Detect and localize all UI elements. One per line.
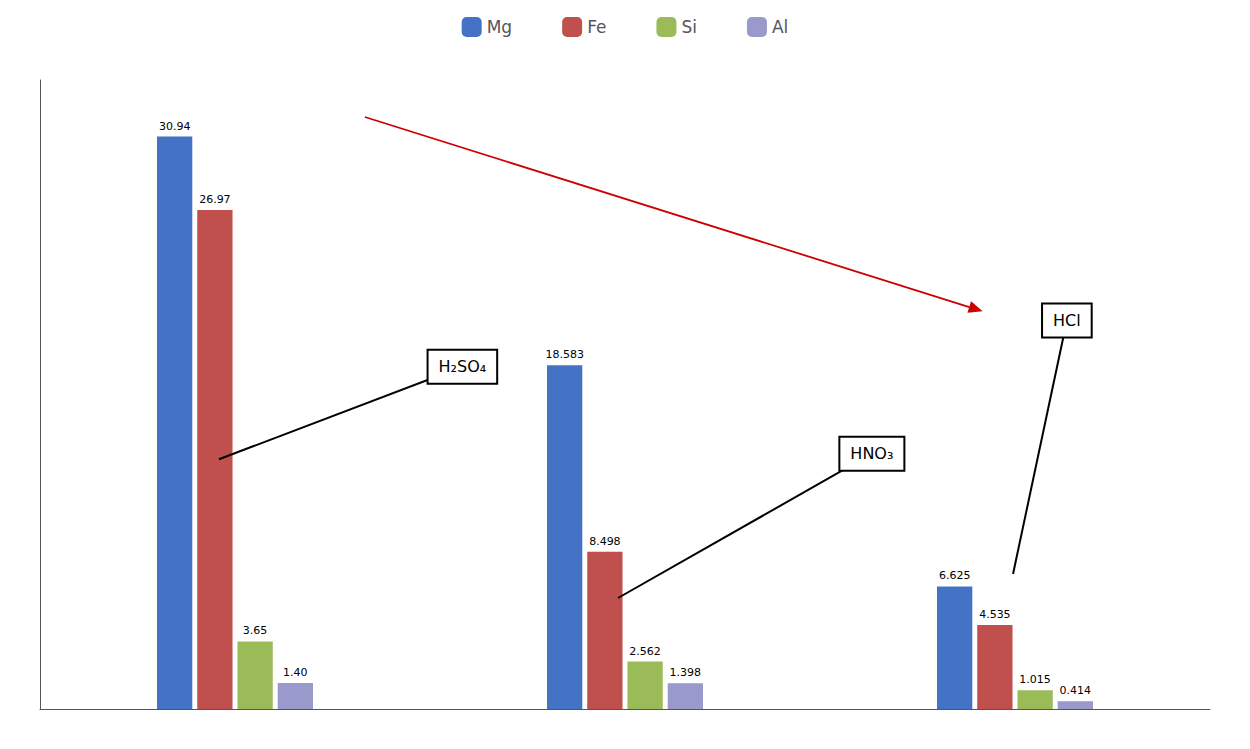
svg-text:Mg: Mg [487, 17, 512, 37]
svg-text:HCl: HCl [1053, 311, 1081, 330]
svg-text:1.015: 1.015 [1019, 673, 1051, 686]
svg-text:8.498: 8.498 [589, 535, 621, 548]
svg-text:HNO₃: HNO₃ [850, 444, 893, 463]
svg-text:1.40: 1.40 [283, 666, 308, 679]
svg-text:H₂SO₄: H₂SO₄ [439, 357, 487, 376]
svg-text:0.414: 0.414 [1060, 684, 1092, 697]
svg-text:Fe: Fe [587, 17, 606, 37]
svg-text:26.97: 26.97 [199, 193, 231, 206]
svg-text:Si: Si [681, 17, 697, 37]
svg-text:Al: Al [772, 17, 788, 37]
svg-text:30.94: 30.94 [159, 120, 191, 133]
svg-text:4.535: 4.535 [979, 608, 1011, 621]
svg-text:2.562: 2.562 [629, 645, 661, 658]
svg-text:3.65: 3.65 [243, 624, 268, 637]
svg-text:1.398: 1.398 [670, 666, 702, 679]
svg-text:18.583: 18.583 [545, 348, 584, 361]
svg-text:6.625: 6.625 [939, 569, 971, 582]
